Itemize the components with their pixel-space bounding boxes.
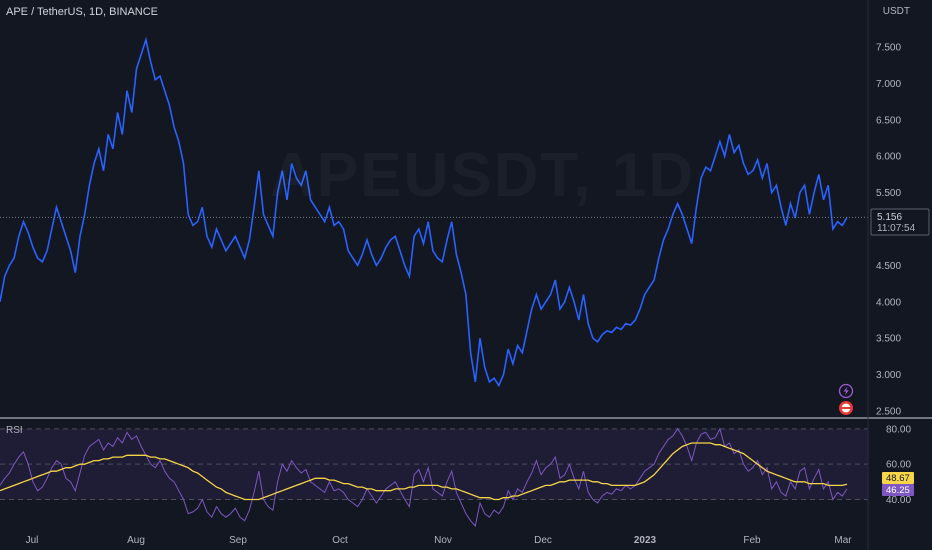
chart-title[interactable]: APE / TetherUS, 1D, BINANCE [6, 6, 159, 18]
bar-countdown: 11:07:54 [877, 223, 916, 234]
rsi-pane-label[interactable]: RSI [6, 425, 23, 436]
rsi-ma-line [0, 442, 848, 501]
price-axis-tick-label: 3.000 [876, 370, 901, 381]
price-axis-tick-label: 2.500 [876, 407, 901, 418]
time-axis-label: Nov [434, 535, 452, 546]
price-axis-tick-label: 3.500 [876, 334, 901, 345]
rsi-axis-tick-label: 40.00 [886, 495, 911, 506]
flag-event-icon[interactable] [839, 401, 853, 415]
price-axis-tick-label: 4.000 [876, 297, 901, 308]
last-price-value: 5.156 [877, 212, 902, 223]
time-axis-label: Feb [743, 535, 761, 546]
rsi-axis-tick-label: 80.00 [886, 424, 911, 435]
rsi-value-tags: 48.67 46.25 [882, 472, 914, 496]
rsi-ma-value: 48.67 [886, 473, 910, 484]
time-axis-label: Oct [332, 535, 348, 546]
time-axis-label: 2023 [634, 535, 657, 546]
rsi-series-line [0, 427, 848, 528]
price-series-line [0, 36, 848, 388]
last-price-tag: 5.156 11:07:54 [870, 208, 930, 236]
price-axis-tick-label: 5.500 [876, 188, 901, 199]
time-axis-label: Sep [229, 535, 247, 546]
time-axis-label: Dec [534, 535, 552, 546]
symbol-watermark: APEUSDT, 1D [270, 140, 695, 211]
price-axis-tick-label: 7.500 [876, 43, 901, 54]
price-axis-tick-label: 6.500 [876, 115, 901, 126]
rsi-value: 46.25 [886, 485, 910, 496]
time-axis-label: Aug [127, 535, 145, 546]
time-axis-label: Jul [26, 535, 39, 546]
price-axis-tick-label: 6.000 [876, 152, 901, 163]
rsi-axis-tick-label: 60.00 [886, 460, 911, 471]
time-axis-label: Mar [834, 535, 852, 546]
price-axis-tick-label: 7.000 [876, 79, 901, 90]
lightning-icon[interactable] [838, 383, 854, 399]
price-axis-tick-label: 4.500 [876, 261, 901, 272]
axis-unit: USDT [882, 6, 910, 17]
